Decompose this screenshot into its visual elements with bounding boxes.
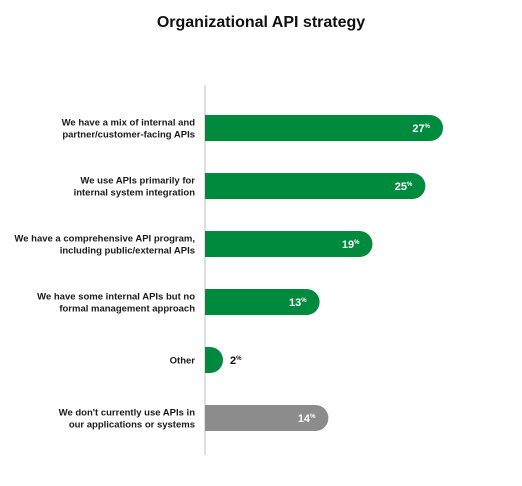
category-label-2-0: We have a comprehensive API program, bbox=[14, 234, 195, 245]
category-label-3-1: formal management approach bbox=[59, 304, 195, 315]
value-label-1: 25% bbox=[395, 181, 413, 193]
category-label-1-1: internal system integration bbox=[74, 188, 196, 199]
value-label-3: 13% bbox=[289, 297, 307, 309]
value-label-0: 27% bbox=[412, 123, 430, 135]
bar-2 bbox=[205, 231, 373, 257]
category-label-5-1: our applications or systems bbox=[69, 420, 195, 431]
bar-0 bbox=[205, 115, 443, 141]
category-label-1-0: We use APIs primarily for bbox=[80, 176, 195, 187]
category-label-2-1: including public/external APIs bbox=[60, 246, 195, 257]
value-label-4: 2% bbox=[230, 355, 242, 367]
bar-4 bbox=[205, 347, 223, 373]
chart-title: Organizational API strategy bbox=[156, 14, 366, 31]
bar-3 bbox=[205, 289, 320, 315]
value-label-2: 19% bbox=[342, 239, 360, 251]
bar-1 bbox=[205, 173, 426, 199]
bar-5 bbox=[205, 405, 329, 431]
category-label-4-0: Other bbox=[170, 356, 196, 367]
category-label-3-0: We have some internal APIs but no bbox=[37, 292, 195, 303]
value-label-5: 14% bbox=[298, 413, 316, 425]
category-label-5-0: We don't currently use APIs in bbox=[59, 408, 196, 419]
category-label-0-1: partner/customer-facing APIs bbox=[62, 130, 195, 141]
category-label-0-0: We have a mix of internal and bbox=[62, 118, 196, 129]
